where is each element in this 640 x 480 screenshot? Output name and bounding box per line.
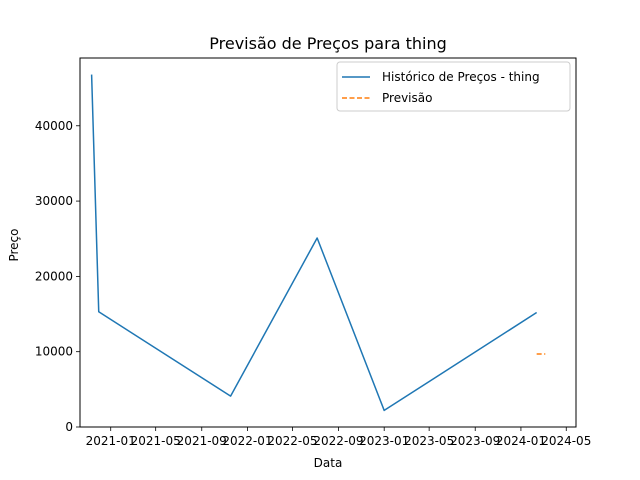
y-tick-label: 30000 [35,194,73,208]
x-tick-label: 2022-05 [267,434,317,448]
legend-box [336,61,571,112]
x-tick-label: 2024-05 [541,434,591,448]
legend-label-historico: Histórico de Preços - thing [382,70,540,84]
x-axis-label: Data [314,456,343,470]
x-tick-label: 2023-01 [359,434,409,448]
x-tick-label: 2022-09 [313,434,363,448]
x-tick-label: 2024-01 [496,434,546,448]
y-tick-label: 10000 [35,345,73,359]
plot-frame [79,57,577,428]
y-tick-label: 0 [65,420,73,434]
legend-label-previsao: Previsão [382,91,432,105]
y-axis-ticks: 0 10000 20000 30000 40000 [35,119,80,434]
x-tick-label: 2023-09 [450,434,500,448]
x-tick-label: 2021-09 [177,434,227,448]
y-tick-label: 20000 [35,269,73,283]
series-layer [90,74,546,412]
legend: Histórico de Preços - thing Previsão [336,61,571,112]
x-axis-ticks: 2021-012021-052021-092022-012022-052022-… [86,427,591,448]
series-line-historico [90,74,538,412]
chart-title: Previsão de Preços para thing [209,34,446,53]
x-tick-label: 2021-05 [131,434,181,448]
y-axis-label: Preço [7,228,21,261]
x-tick-label: 2021-01 [86,434,136,448]
y-tick-label: 40000 [35,119,73,133]
x-tick-label: 2023-05 [404,434,454,448]
x-tick-label: 2022-01 [222,434,272,448]
